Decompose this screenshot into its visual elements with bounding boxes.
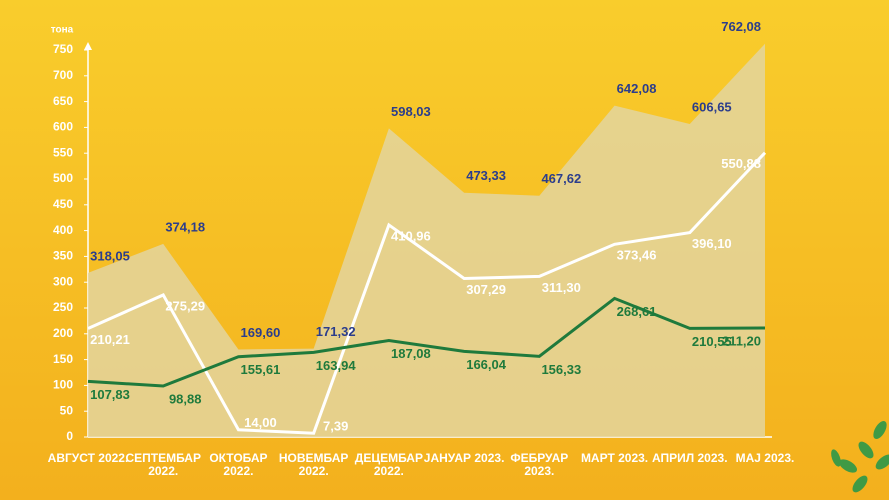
value-label: 163,94 <box>316 358 357 373</box>
y-tick-label: 550 <box>53 145 73 159</box>
y-tick-label: 50 <box>60 403 74 417</box>
value-label: 410,96 <box>391 228 431 243</box>
y-tick-label: 100 <box>53 378 73 392</box>
x-tick-label: АПРИЛ 2023. <box>651 451 728 465</box>
y-tick-label: 650 <box>53 94 73 108</box>
value-label: 550,88 <box>721 156 761 171</box>
x-tick-label: ОКТОБАР 2022. <box>209 451 268 478</box>
value-label: 642,08 <box>617 81 657 96</box>
x-tick-label: МАРТ 2023. <box>580 451 649 465</box>
y-tick-label: 200 <box>53 326 73 340</box>
x-tick-label: НОВЕМБАР 2022. <box>278 451 349 478</box>
y-tick-label: 700 <box>53 68 73 82</box>
value-label: 396,10 <box>692 236 732 251</box>
value-label: 187,08 <box>391 346 431 361</box>
value-label: 107,83 <box>90 387 130 402</box>
x-tick-label: ДЕЦЕМБАР 2022. <box>354 451 423 478</box>
y-tick-label: 150 <box>53 352 73 366</box>
y-axis-label: тона <box>51 25 74 36</box>
y-tick-label: 0 <box>66 429 73 443</box>
value-label: 762,08 <box>721 19 761 34</box>
value-label: 7,39 <box>323 419 348 434</box>
value-label: 156,33 <box>541 362 581 377</box>
line <box>87 151 767 435</box>
y-tick-label: 300 <box>53 274 73 288</box>
value-label: 307,29 <box>466 282 506 297</box>
value-label: 169,60 <box>241 325 281 340</box>
leaf-decoration <box>831 420 889 493</box>
value-label: 275,29 <box>165 298 205 313</box>
y-tick-label: 350 <box>53 249 73 263</box>
y-tick-label: 750 <box>53 42 73 56</box>
value-label: 598,03 <box>391 104 431 119</box>
value-label: 98,88 <box>169 391 202 406</box>
x-tick-label: ФЕБРУАР 2023. <box>510 451 569 478</box>
value-label: 155,61 <box>241 362 281 377</box>
x-tick-label: СЕПТЕМБАР 2022. <box>125 451 201 478</box>
y-tick-label: 600 <box>53 120 73 134</box>
value-label: 171,32 <box>316 324 356 339</box>
line <box>87 296 766 388</box>
value-label: 467,62 <box>541 171 581 186</box>
value-label: 211,20 <box>722 333 761 348</box>
value-label: 210,55 <box>692 334 732 349</box>
y-tick-label: 400 <box>53 223 73 237</box>
area <box>88 43 765 437</box>
y-tick-label: 450 <box>53 197 73 211</box>
value-label: 606,65 <box>692 99 732 114</box>
y-axis-arrow <box>84 42 92 50</box>
x-tick-label: ЈАНУАР 2023. <box>423 451 505 465</box>
x-tick-label: АВГУСТ 2022. <box>47 451 129 465</box>
x-tick-label: МАЈ 2023. <box>735 451 795 465</box>
value-label: 14,00 <box>244 415 277 430</box>
y-tick-label: 500 <box>53 171 73 185</box>
value-label: 210,21 <box>90 332 130 347</box>
value-label: 373,46 <box>617 248 657 263</box>
value-label: 166,04 <box>466 357 507 372</box>
y-tick-label: 250 <box>53 300 73 314</box>
value-label: 318,05 <box>90 248 130 263</box>
value-label: 374,18 <box>165 219 205 234</box>
value-label: 311,30 <box>542 280 581 295</box>
value-label: 268,61 <box>617 304 657 319</box>
value-label: 473,33 <box>466 168 506 183</box>
